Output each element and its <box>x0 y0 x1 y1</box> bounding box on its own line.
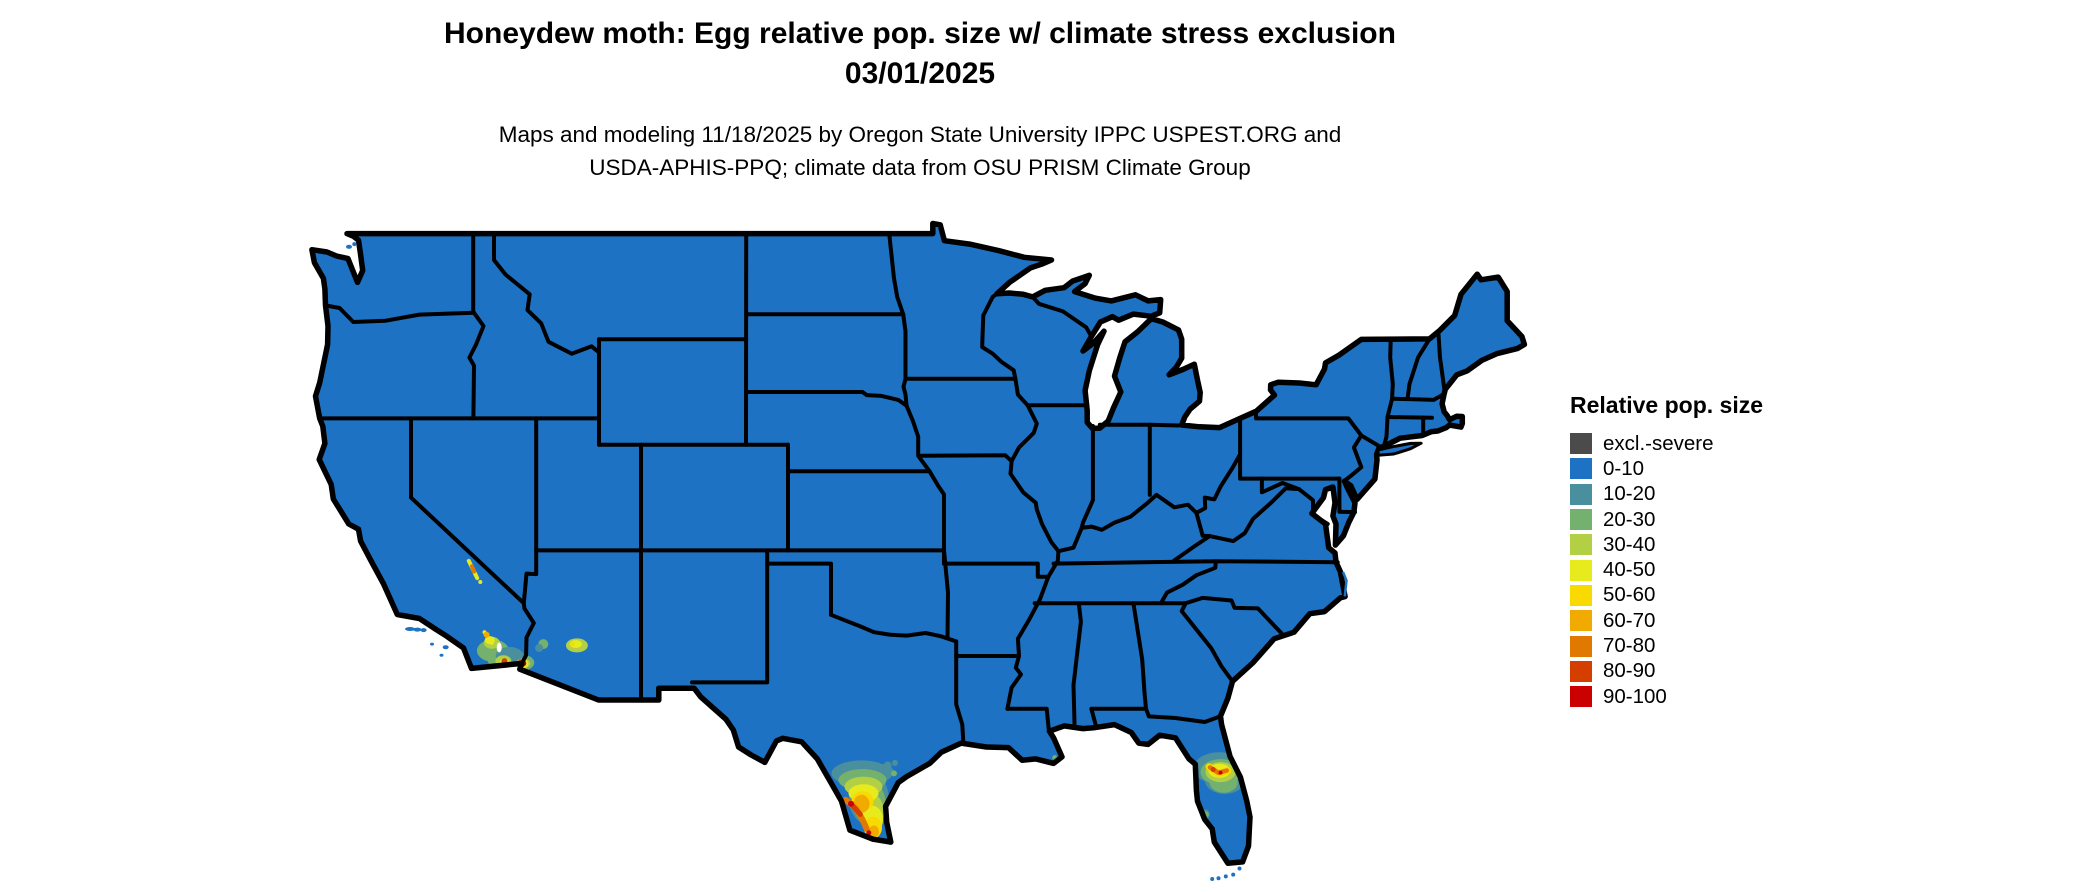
legend-item: 60-70 <box>1570 608 1763 633</box>
legend-item: 30-40 <box>1570 532 1763 557</box>
legend-swatch <box>1570 534 1592 556</box>
legend-item-label: 70-80 <box>1603 634 1656 658</box>
legend-item: 90-100 <box>1570 684 1763 709</box>
legend-item: 70-80 <box>1570 633 1763 658</box>
legend-item-label: 80-90 <box>1603 659 1656 683</box>
legend-title: Relative pop. size <box>1570 392 1764 418</box>
legend-swatch <box>1570 483 1592 505</box>
legend-item: 50-60 <box>1570 583 1763 608</box>
map-title: Honeydew moth: Egg relative pop. size w/… <box>444 17 1396 50</box>
credits-line-1: Maps and modeling 11/18/2025 by Oregon S… <box>498 122 1342 147</box>
legend-item: 80-90 <box>1570 659 1763 684</box>
legend-swatch <box>1570 610 1592 632</box>
legend-swatch <box>1570 559 1592 581</box>
legend-swatch <box>1570 660 1592 682</box>
legend-items: excl.-severe 0-10 10-20 20-30 30-40 40-5… <box>1570 431 1763 709</box>
legend-item-label: excl.-severe <box>1603 431 1714 455</box>
page-title: Honeydew moth: Egg relative pop. size w/… <box>0 14 1840 94</box>
legend-item: 0-10 <box>1570 456 1763 481</box>
legend-item: 40-50 <box>1570 557 1763 582</box>
legend-item: excl.-severe <box>1570 431 1763 456</box>
legend-item: 10-20 <box>1570 482 1763 507</box>
legend-item-label: 40-50 <box>1603 558 1656 582</box>
credits-line-2: USDA-APHIS-PPQ; climate data from OSU PR… <box>589 155 1251 180</box>
legend-item-label: 90-100 <box>1603 684 1667 708</box>
legend-item-label: 30-40 <box>1603 532 1656 556</box>
legend-item-label: 20-30 <box>1603 507 1656 531</box>
legend-swatch <box>1570 458 1592 480</box>
legend: Relative pop. size excl.-severe 0-10 10-… <box>1570 392 1763 709</box>
legend-item: 20-30 <box>1570 507 1763 532</box>
legend-item-label: 0-10 <box>1603 456 1645 480</box>
legend-item-label: 60-70 <box>1603 608 1656 632</box>
legend-swatch <box>1570 635 1592 657</box>
legend-swatch <box>1570 433 1592 455</box>
legend-item-label: 50-60 <box>1603 583 1656 607</box>
map-date: 03/01/2025 <box>844 57 996 90</box>
legend-swatch <box>1570 686 1592 708</box>
legend-swatch <box>1570 584 1592 606</box>
legend-swatch <box>1570 509 1592 531</box>
page-subtitle: Maps and modeling 11/18/2025 by Oregon S… <box>0 118 1840 184</box>
legend-item-label: 10-20 <box>1603 482 1656 506</box>
